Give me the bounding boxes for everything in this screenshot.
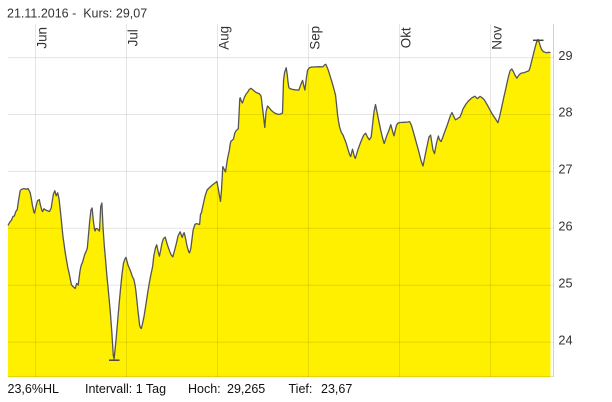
svg-text:23,67: 23,67 bbox=[321, 382, 352, 396]
svg-text:23,6%HL: 23,6%HL bbox=[8, 382, 59, 396]
svg-text:Sep: Sep bbox=[308, 26, 323, 50]
svg-text:Hoch:: Hoch: bbox=[188, 382, 221, 396]
svg-text:29,265: 29,265 bbox=[227, 382, 265, 396]
svg-text:Jul: Jul bbox=[126, 29, 141, 46]
svg-text:Jun: Jun bbox=[35, 27, 50, 49]
svg-text:24: 24 bbox=[558, 333, 572, 347]
svg-text:Nov: Nov bbox=[490, 26, 505, 50]
svg-text:Tief:: Tief: bbox=[289, 382, 313, 396]
svg-text:Okt: Okt bbox=[399, 27, 414, 48]
svg-text:25: 25 bbox=[558, 276, 572, 290]
svg-text:21.11.2016 - Kurs: 29,07: 21.11.2016 - Kurs: 29,07 bbox=[7, 7, 147, 21]
svg-text:28: 28 bbox=[558, 106, 572, 120]
svg-text:27: 27 bbox=[558, 163, 572, 177]
svg-text:Aug: Aug bbox=[217, 26, 232, 50]
svg-text:29: 29 bbox=[558, 49, 572, 63]
svg-text:26: 26 bbox=[558, 220, 572, 234]
svg-text:Intervall: 1 Tag: Intervall: 1 Tag bbox=[85, 382, 166, 396]
